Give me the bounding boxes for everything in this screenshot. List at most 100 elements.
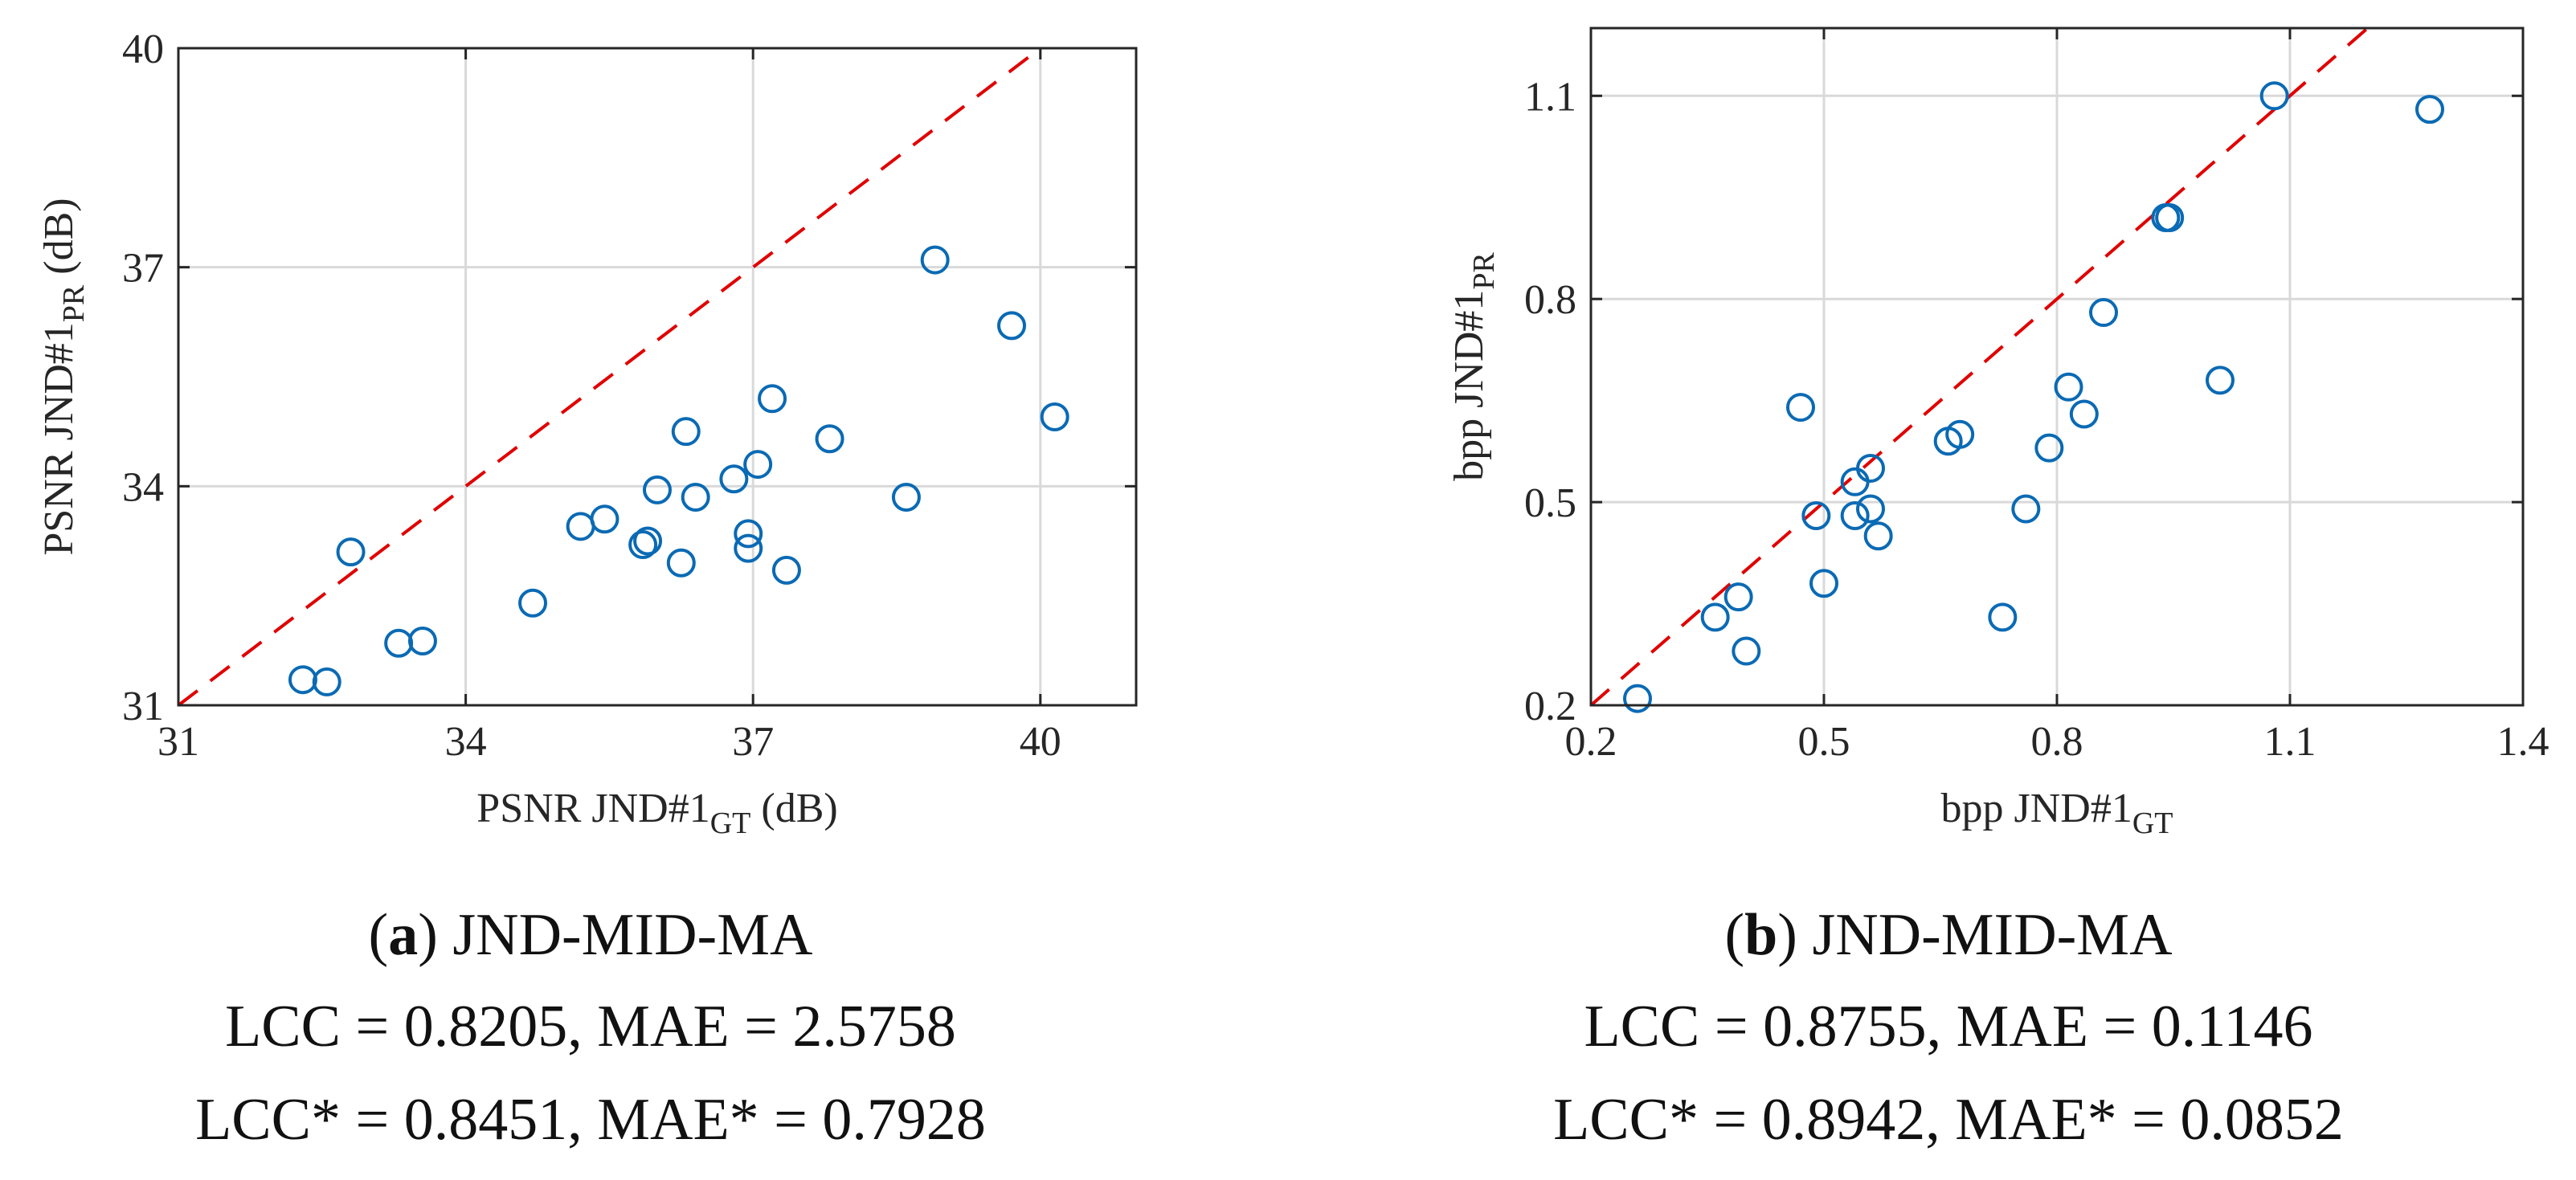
- panel-b-point-22: [2206, 365, 2235, 395]
- panel-a-points: [288, 245, 1069, 696]
- panel-b-point-15: [2011, 494, 2041, 524]
- panel-b-point-10: [1856, 453, 1885, 483]
- panel-a-ytick-label: 31: [122, 684, 164, 729]
- panel-b-ylabel-sub: PR: [1467, 251, 1501, 289]
- panel-b-points: [1623, 81, 2444, 713]
- panel-a-grid: [177, 47, 1136, 707]
- panel-a-point-6: [566, 512, 595, 541]
- panel-a-reference-line: [177, 47, 1042, 707]
- panel-a-xlabel: PSNR JND#1GT (dB): [476, 786, 837, 840]
- panel-b-ylabel-main: bpp JND#1: [1446, 290, 1492, 481]
- panel-a-ylabel-main: PSNR JND#1: [36, 322, 82, 555]
- panel-a-caption: (a) JND-MID-MA: [369, 902, 813, 968]
- panel-b-xlabel: bpp JND#1GT: [1941, 786, 2173, 840]
- panel-a-point-15: [734, 533, 763, 563]
- panel-a-xlabel-main: PSNR JND#1: [476, 786, 709, 831]
- panel-a-ytick-label: 37: [122, 246, 164, 292]
- panel-a-xtick-label: 40: [1020, 719, 1061, 765]
- panel-b-point-24: [2415, 95, 2444, 125]
- panel-a-point-18: [758, 384, 787, 414]
- panel-b-xlabel-sub: GT: [2132, 806, 2173, 840]
- panel-b-grid: [1589, 28, 2525, 707]
- panel-b-ticks: 0.2 0.5 0.8 1.1 1.4 0.2 0.5 0.8 1.1: [1524, 28, 2549, 765]
- panel-b-xtick-label: 1.1: [2264, 719, 2316, 765]
- panel-a-ticks: 31 34 37 40 31 34 37 40: [122, 27, 1136, 765]
- panel-b-caption-name: JND-MID-MA: [1812, 902, 2172, 968]
- panel-b-point-0: [1623, 684, 1652, 713]
- panel-b-caption: (b) JND-MID-MA: [1724, 902, 2172, 968]
- panel-a-point-8: [628, 530, 658, 560]
- panel-a-stats-line1: LCC = 0.8205, MAE = 2.5758: [225, 994, 956, 1060]
- panel-b-caption-letter: b: [1744, 902, 1777, 968]
- panel-a-point-9: [633, 526, 663, 556]
- panel-b-ytick-label: 0.2: [1524, 684, 1576, 729]
- panel-a-point-22: [920, 245, 950, 275]
- panel-a-point-11: [666, 548, 696, 578]
- panel-a-point-3: [384, 628, 414, 658]
- panel-a-point-16: [734, 519, 763, 549]
- panel-b-point-9: [1856, 494, 1885, 524]
- panel-a-caption-name: JND-MID-MA: [452, 902, 812, 968]
- panel-a-xlabel-sub: GT: [710, 806, 751, 840]
- panel-b-xtick-label: 0.2: [1565, 719, 1617, 765]
- panel-b-point-6: [1809, 569, 1838, 598]
- panel-b-point-16: [2034, 433, 2064, 463]
- panel-a-caption-letter: a: [388, 902, 418, 968]
- panel-a-point-12: [671, 417, 701, 447]
- panel-a-xlabel-suffix: (dB): [750, 786, 837, 831]
- panel-b-xtick-label: 0.8: [2031, 719, 2083, 765]
- panel-b-point-23: [2259, 81, 2289, 111]
- panel-a-point-21: [891, 482, 921, 512]
- panel-b-point-3: [1732, 636, 1761, 666]
- panel-a-point-13: [681, 482, 710, 512]
- panel-b-stats-line1: LCC = 0.8755, MAE = 0.1146: [1584, 994, 2312, 1060]
- panel-a-point-14: [719, 464, 749, 494]
- panel-a-ytick-label: 34: [122, 464, 164, 510]
- panel-b-point-8: [1840, 500, 1870, 530]
- panel-a-point-4: [407, 627, 437, 656]
- panel-b-point-18: [2069, 399, 2099, 429]
- panel-a-point-20: [815, 424, 844, 454]
- panel-a-ylabel-sub: PR: [57, 284, 91, 322]
- panel-b: 0.2 0.5 0.8 1.1 1.40.20.50.81.1 bpp JND#1GT …: [1446, 27, 2549, 1153]
- panel-a-axes-frame: [177, 47, 1138, 707]
- panel-b-xlabel-main: bpp JND#1: [1941, 786, 2132, 831]
- panel-a-point-19: [771, 555, 801, 585]
- panel-a-point-10: [643, 475, 672, 504]
- panel-b-point-11: [1863, 521, 1893, 551]
- panel-b-point-19: [2089, 298, 2118, 328]
- panel-b-ytick-label: 0.5: [1524, 480, 1576, 526]
- panel-b-ytick-label: 0.8: [1524, 277, 1576, 323]
- panel-b-reference-line: [1589, 27, 2369, 707]
- panel-a-point-17: [743, 450, 773, 480]
- panel-b-ytick-label: 1.1: [1524, 74, 1576, 120]
- panel-a-xtick-label: 37: [732, 719, 774, 765]
- panel-b-xtick-label: 0.5: [1798, 719, 1850, 765]
- panel-a-stats-line2: LCC* = 0.8451, MAE* = 0.7928: [195, 1087, 986, 1153]
- panel-b-ylabel: bpp JND#1PR: [1446, 251, 1501, 480]
- panel-a-xtick-label: 34: [445, 719, 487, 765]
- panel-a-ylabel-suffix: (dB): [36, 198, 82, 284]
- panel-a-ylabel: PSNR JND#1PR (dB): [36, 198, 91, 555]
- panel-b-point-17: [2054, 372, 2083, 402]
- panel-b-point-1: [1700, 602, 1730, 632]
- panel-a-point-0: [288, 665, 317, 695]
- panel-a-ytick-label: 40: [122, 27, 164, 72]
- panel-b-point-4: [1786, 393, 1815, 423]
- panel-b-point-13: [1945, 419, 1975, 449]
- panel-a-xtick-label: 31: [157, 719, 199, 765]
- panel-a-point-24: [1040, 402, 1069, 431]
- panel-a-point-23: [997, 311, 1027, 341]
- panel-b-xtick-label: 1.4: [2497, 719, 2549, 765]
- panel-b-point-2: [1723, 582, 1753, 612]
- panel-a-point-1: [312, 667, 341, 696]
- panel-b-point-21: [2155, 203, 2185, 233]
- panel-a-point-5: [518, 588, 548, 618]
- panel-a-point-7: [590, 504, 619, 534]
- panel-a-point-2: [336, 537, 366, 567]
- panel-b-point-5: [1801, 500, 1831, 530]
- panel-b-point-14: [1988, 602, 2018, 632]
- panel-b-stats-line2: LCC* = 0.8942, MAE* = 0.0852: [1553, 1087, 2344, 1153]
